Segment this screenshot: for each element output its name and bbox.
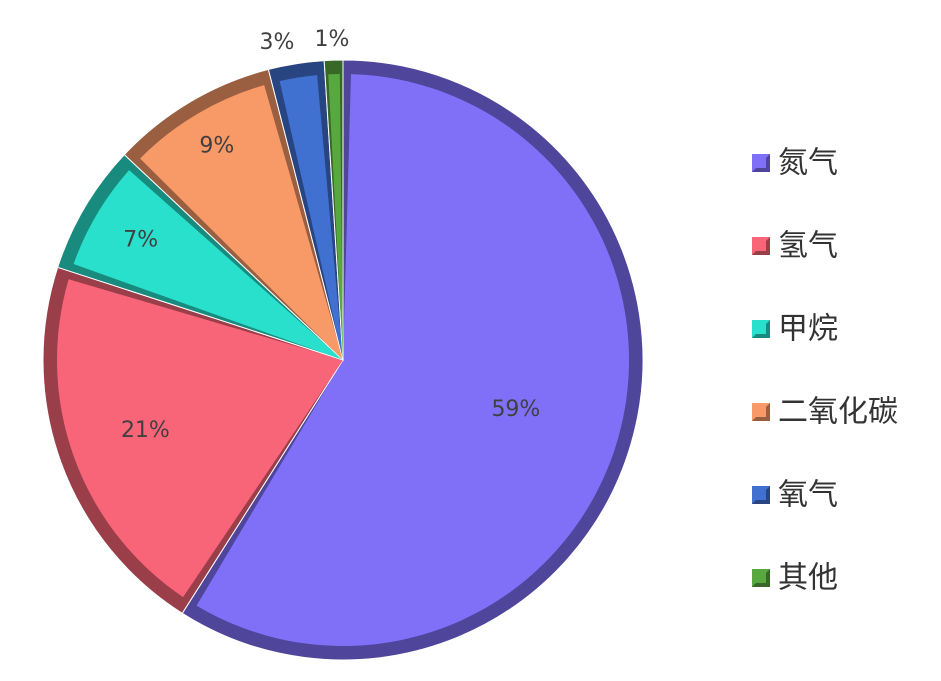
data-label-2: 21% [121,418,170,443]
legend-marker-face-1 [756,158,766,168]
legend-label-2: 氢气 [778,229,838,264]
slice-6-face [328,74,343,361]
slice-1-face [196,74,630,646]
slice-2-face [57,279,344,598]
legend-item-2: 氢气 [752,229,838,264]
data-label-1: 59% [491,397,540,422]
slice-4-face [140,85,343,360]
legend-item-6: 其他 [752,561,838,596]
legend-item-3: 甲烷 [752,312,838,347]
legend-label-4: 二氧化碳 [778,395,898,430]
legend-item-4: 二氧化碳 [752,395,898,430]
legend-item-5: 氧气 [752,478,838,513]
pie-slices [42,59,644,661]
legend-item-1: 氮气 [752,146,838,181]
data-label-5: 3% [260,30,295,55]
legend-marker-face-2 [756,241,766,251]
data-label-3: 7% [123,227,158,252]
legend-marker-face-5 [756,490,766,500]
legend-marker-face-4 [756,407,766,417]
legend-marker-face-6 [756,573,766,583]
data-label-4: 9% [199,134,234,159]
legend-marker-face-3 [756,324,766,334]
data-labels: 59% 21% 7% 9% 3% 1% [121,27,540,443]
legend-label-3: 甲烷 [778,312,838,347]
slice-5-face [279,75,343,361]
legend-label-5: 氧气 [778,478,838,513]
data-label-6: 1% [315,27,350,52]
legend-label-1: 氮气 [778,146,838,181]
slice-3-face [73,170,343,360]
legend-label-6: 其他 [778,561,838,596]
